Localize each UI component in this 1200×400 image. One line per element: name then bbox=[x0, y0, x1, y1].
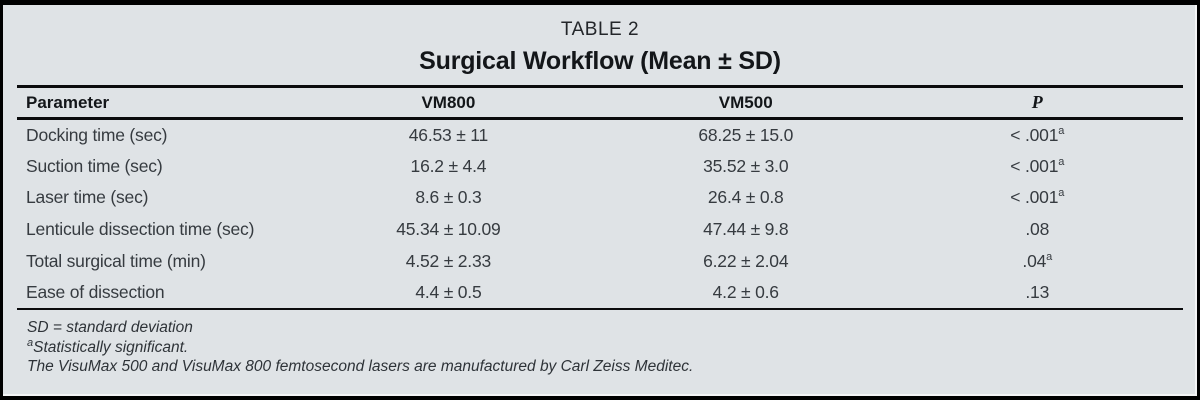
column-header-vm800: VM800 bbox=[421, 92, 476, 112]
table-header: Parameter VM800 VM500 P bbox=[17, 87, 1183, 119]
footnote: The VisuMax 500 and VisuMax 800 femtosec… bbox=[27, 357, 1183, 377]
p-value: .13 bbox=[1025, 282, 1050, 303]
cell-p-value: .04a bbox=[891, 246, 1183, 278]
cell-vm500: 4.2 ± 0.6 bbox=[712, 282, 779, 303]
table-title: Surgical Workflow (Mean ± SD) bbox=[419, 47, 781, 75]
column-header-vm500: VM500 bbox=[718, 92, 773, 112]
significance-marker: a bbox=[1058, 187, 1065, 200]
cell-vm800: 8.6 ± 0.3 bbox=[415, 187, 482, 208]
cell-parameter: Lenticule dissection time (sec) bbox=[26, 219, 255, 240]
p-value: < .001 bbox=[1010, 124, 1059, 145]
table-row: Docking time (sec) 46.53 ± 11 68.25 ± 15… bbox=[17, 119, 1183, 151]
p-value: .08 bbox=[1025, 219, 1050, 240]
footnotes: SD = standard deviation aStatistically s… bbox=[17, 310, 1183, 377]
p-value: < .001 bbox=[1010, 155, 1059, 176]
table-body: Docking time (sec) 46.53 ± 11 68.25 ± 15… bbox=[17, 119, 1183, 310]
cell-p-value: < .001a bbox=[891, 182, 1183, 214]
footnote-text: The VisuMax 500 and VisuMax 800 femtosec… bbox=[27, 358, 694, 376]
cell-p-value: < .001a bbox=[891, 119, 1183, 151]
cell-vm500: 35.52 ± 3.0 bbox=[703, 155, 789, 176]
table-row: Ease of dissection 4.4 ± 0.5 4.2 ± 0.6 .… bbox=[17, 277, 1183, 309]
cell-vm500: 26.4 ± 0.8 bbox=[707, 187, 784, 208]
p-value: < .001 bbox=[1010, 187, 1059, 208]
cell-parameter: Suction time (sec) bbox=[26, 155, 163, 176]
cell-parameter: Total surgical time (min) bbox=[26, 251, 206, 272]
significance-marker: a bbox=[1058, 124, 1065, 137]
significance-marker: a bbox=[1046, 251, 1053, 264]
table-row: Total surgical time (min) 4.52 ± 2.33 6.… bbox=[17, 246, 1183, 278]
cell-p-value: < .001a bbox=[891, 150, 1183, 182]
footnote: aStatistically significant. bbox=[27, 336, 1183, 358]
footnote-text: Statistically significant. bbox=[33, 338, 189, 356]
p-value: .04 bbox=[1022, 251, 1047, 272]
surgical-workflow-table: Parameter VM800 VM500 P Docking time (se… bbox=[17, 85, 1183, 310]
table-row: Laser time (sec) 8.6 ± 0.3 26.4 ± 0.8 < … bbox=[17, 182, 1183, 214]
cell-p-value: .08 bbox=[891, 214, 1183, 246]
significance-marker: a bbox=[1058, 155, 1065, 168]
column-header-p: P bbox=[1031, 92, 1043, 112]
cell-vm500: 68.25 ± 15.0 bbox=[698, 124, 794, 145]
footnote-marker: a bbox=[27, 336, 34, 349]
header-row: Parameter VM800 VM500 P bbox=[17, 87, 1183, 119]
cell-parameter: Docking time (sec) bbox=[26, 124, 168, 145]
footnote: SD = standard deviation bbox=[27, 318, 1183, 338]
cell-vm500: 47.44 ± 9.8 bbox=[703, 219, 789, 240]
footnote-text: SD = standard deviation bbox=[27, 319, 193, 337]
cell-parameter: Ease of dissection bbox=[26, 282, 165, 303]
table-row: Lenticule dissection time (sec) 45.34 ± … bbox=[17, 214, 1183, 246]
cell-vm800: 4.4 ± 0.5 bbox=[415, 282, 482, 303]
table-row: Suction time (sec) 16.2 ± 4.4 35.52 ± 3.… bbox=[17, 150, 1183, 182]
column-header-parameter: Parameter bbox=[26, 92, 110, 112]
cell-p-value: .13 bbox=[891, 277, 1183, 309]
cell-parameter: Laser time (sec) bbox=[26, 187, 149, 208]
cell-vm500: 6.22 ± 2.04 bbox=[703, 251, 789, 272]
cell-vm800: 4.52 ± 2.33 bbox=[405, 251, 492, 272]
cell-vm800: 46.53 ± 11 bbox=[408, 124, 489, 145]
cell-vm800: 16.2 ± 4.4 bbox=[410, 155, 487, 176]
table-label: TABLE 2 bbox=[560, 19, 640, 40]
cell-vm800: 45.34 ± 10.09 bbox=[396, 219, 501, 240]
